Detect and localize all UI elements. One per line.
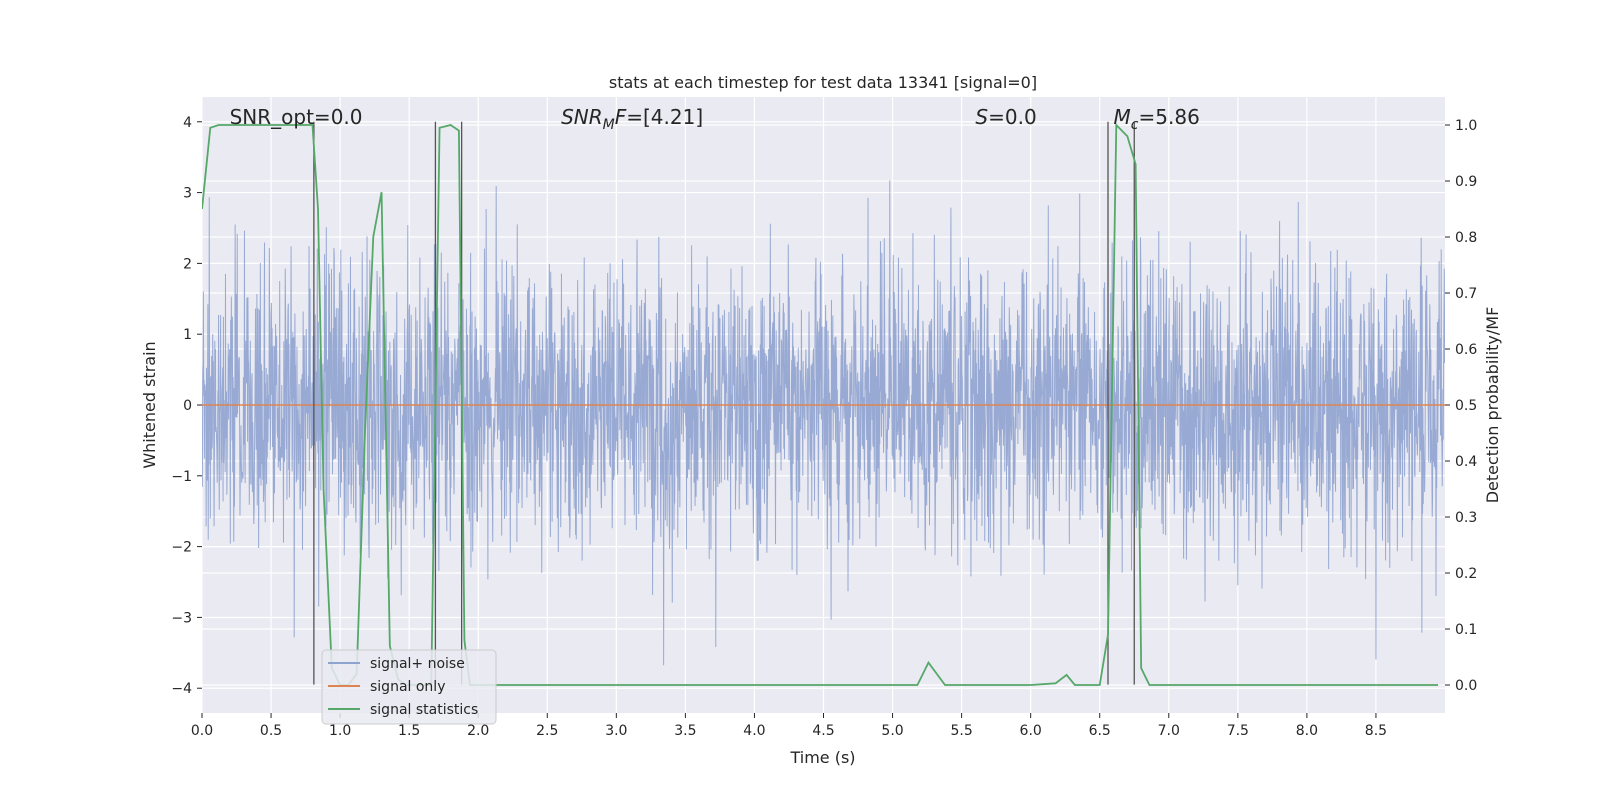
x-tick-label-6: 3.0: [605, 723, 627, 739]
y-tick-label-3: 1: [183, 327, 192, 343]
x-tick-label-8: 4.0: [743, 723, 765, 739]
y2-tick-label-2: 0.8: [1455, 230, 1477, 246]
annotation-2-rest: =0.0: [988, 105, 1037, 129]
x-tick-label-12: 6.0: [1020, 723, 1042, 739]
annotation-3-sub: c: [1131, 117, 1139, 133]
x-tick-label-7: 3.5: [674, 723, 696, 739]
legend-label-signal-only: signal only: [370, 679, 445, 695]
x-axis: 0.0 0.5 1.0 1.5 2.0 2.5 3.0 3.5 4.0 4.5 5.0 5.5 6.0 6…: [191, 713, 1387, 739]
annotation-3: Mc=5.86: [1114, 105, 1200, 133]
x-tick-label-14: 7.0: [1158, 723, 1180, 739]
y-axis-title: Whitened strain: [140, 341, 159, 468]
x-tick-label-5: 2.5: [536, 723, 558, 739]
y-tick-label-1: 3: [183, 186, 192, 202]
annotation-3-base: M: [1114, 105, 1131, 129]
annotation-1-rest: F=[4.21]: [615, 105, 703, 129]
x-tick-label-9: 4.5: [812, 723, 834, 739]
y-axis-left: 4 3 2 1 0 −1 −2 −3 −4: [171, 115, 202, 697]
legend-box: [321, 649, 497, 725]
y2-axis-title: Detection probability/MF: [1483, 307, 1502, 504]
y-tick-label-2: 2: [183, 256, 192, 272]
y2-tick-label-8: 0.2: [1455, 566, 1477, 582]
annotation-2-base: S: [975, 105, 988, 129]
y2-tick-label-1: 0.9: [1455, 174, 1477, 190]
x-tick-label-16: 8.0: [1296, 723, 1318, 739]
y2-tick-label-6: 0.4: [1455, 454, 1477, 470]
x-tick-label-4: 2.0: [467, 723, 489, 739]
annotation-1-rest-italic: F: [615, 105, 627, 129]
legend-label-signal-noise: signal+ noise: [370, 656, 465, 672]
x-tick-label-15: 7.5: [1227, 723, 1249, 739]
y2-tick-label-4: 0.6: [1455, 342, 1477, 358]
y-tick-label-5: −1: [171, 469, 192, 485]
x-tick-label-0: 0.0: [191, 723, 213, 739]
y-tick-label-8: −4: [171, 681, 192, 697]
y2-tick-label-9: 0.1: [1455, 622, 1477, 638]
plot-area: [202, 121, 1445, 686]
annotation-1-sub: M: [603, 117, 615, 133]
y-tick-label-6: −2: [171, 540, 192, 556]
legend-label-signal-statistics: signal statistics: [370, 702, 478, 718]
x-tick-label-2: 1.0: [329, 723, 351, 739]
y-tick-label-7: −3: [171, 610, 192, 626]
chart-title: stats at each timestep for test data 133…: [609, 73, 1037, 92]
y-tick-label-0: 4: [183, 115, 192, 131]
x-tick-label-3: 1.5: [398, 723, 420, 739]
y-tick-label-4: 0: [183, 398, 192, 414]
series-signal-noise: [202, 180, 1445, 666]
y2-tick-label-3: 0.7: [1455, 286, 1477, 302]
plot-clip-group: [202, 121, 1445, 686]
x-tick-label-11: 5.5: [950, 723, 972, 739]
x-tick-label-10: 5.0: [881, 723, 903, 739]
annotation-2: S=0.0: [975, 105, 1036, 129]
y2-tick-label-0: 1.0: [1455, 118, 1477, 134]
annotation-1-rest-plain: =[4.21]: [626, 105, 703, 129]
x-tick-label-1: 0.5: [260, 723, 282, 739]
x-axis-title: Time (s): [789, 748, 855, 767]
annotations: SNR_opt=0.0 SNRMF=[4.21] S=0.0 Mc=5.86: [230, 105, 1200, 133]
x-tick-label-17: 8.5: [1365, 723, 1387, 739]
annotation-1-base: SNR: [561, 105, 603, 129]
annotation-3-rest: =5.86: [1139, 105, 1200, 129]
legend: signal+ noise signal only signal statist…: [321, 649, 497, 725]
y2-tick-label-10: 0.0: [1455, 678, 1477, 694]
y2-tick-label-5: 0.5: [1455, 398, 1477, 414]
x-tick-label-13: 6.5: [1089, 723, 1111, 739]
annotation-1: SNRMF=[4.21]: [561, 105, 703, 133]
y2-tick-label-7: 0.3: [1455, 510, 1477, 526]
annotation-0: SNR_opt=0.0: [230, 105, 363, 129]
y-axis-right: 1.0 0.9 0.8 0.7 0.6 0.5 0.4 0.3 0.2 0.1 0.0: [1445, 118, 1477, 694]
